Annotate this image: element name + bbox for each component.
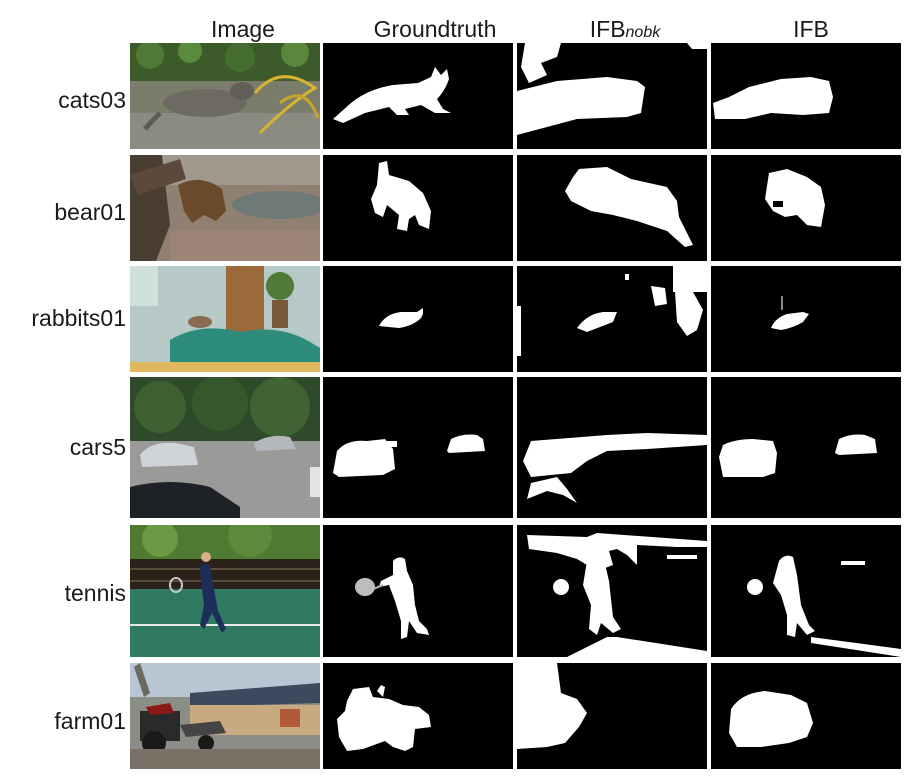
- image-cars5: [130, 377, 320, 518]
- ifb-nobk-bear01: [517, 155, 707, 261]
- column-header-ifb-nobk: IFBnobk: [530, 14, 720, 48]
- image-bear01: [130, 155, 320, 261]
- groundtruth-cats03: [323, 43, 513, 149]
- row-label-farm01: farm01: [54, 708, 126, 734]
- ifb-farm01: [711, 663, 901, 769]
- column-header-image: Image: [211, 16, 275, 42]
- column-header-groundtruth: Groundtruth: [373, 16, 497, 42]
- image-cats03: [130, 43, 320, 149]
- row-label-cats03: cats03: [58, 87, 126, 113]
- column-header-ifb: IFB: [793, 16, 829, 42]
- ifb-tennis: [711, 525, 901, 657]
- ifb-rabbits01: [711, 266, 901, 372]
- row-label-cars5: cars5: [69, 434, 126, 460]
- groundtruth-farm01: [323, 663, 513, 769]
- ifb-nobk-farm01: [517, 663, 707, 769]
- groundtruth-cars5: [323, 377, 513, 518]
- row-label-tennis: tennis: [64, 580, 126, 606]
- image-tennis: [130, 525, 320, 657]
- ifb-nobk-main: IFB: [589, 16, 626, 42]
- groundtruth-rabbits01: [323, 266, 513, 372]
- ifb-nobk-cats03: [517, 43, 707, 149]
- ifb-nobk-rabbits01: [517, 266, 707, 372]
- ifb-nobk-tennis: [517, 525, 707, 657]
- row-label-bear01: bear01: [54, 199, 126, 225]
- image-rabbits01: [130, 266, 320, 372]
- row-label-rabbits01: rabbits01: [31, 305, 126, 331]
- groundtruth-bear01: [323, 155, 513, 261]
- ifb-nobk-cars5: [517, 377, 707, 518]
- groundtruth-tennis: [323, 525, 513, 657]
- image-farm01: [130, 663, 320, 769]
- ifb-nobk-subscript: nobk: [625, 24, 661, 41]
- ifb-bear01: [711, 155, 901, 261]
- ifb-cars5: [711, 377, 901, 518]
- ifb-cats03: [711, 43, 901, 149]
